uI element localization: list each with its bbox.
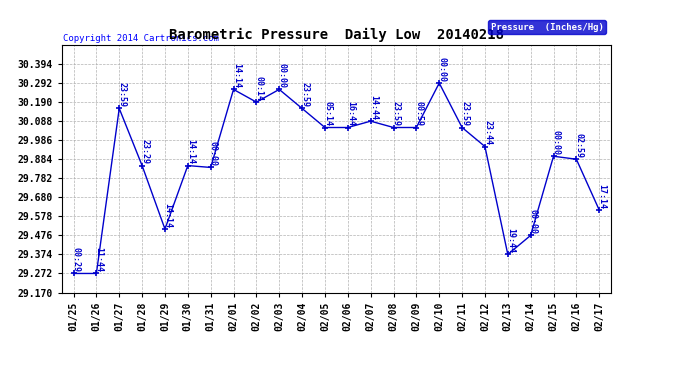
Text: 02:59: 02:59 [575,133,584,158]
Text: 00:00: 00:00 [277,63,286,88]
Text: 23:59: 23:59 [392,101,401,126]
Text: 00:14: 00:14 [255,76,264,101]
Text: 23:44: 23:44 [483,120,492,145]
Text: 23:59: 23:59 [460,101,469,126]
Legend: Pressure  (Inches/Hg): Pressure (Inches/Hg) [488,20,606,34]
Text: 17:14: 17:14 [598,184,607,209]
Text: 00:59: 00:59 [415,101,424,126]
Text: 19:44: 19:44 [506,228,515,253]
Text: 11:44: 11:44 [95,247,103,272]
Text: 14:44: 14:44 [369,95,378,120]
Text: 14:14: 14:14 [186,139,195,164]
Text: 00:00: 00:00 [209,141,218,166]
Text: 16:44: 16:44 [346,101,355,126]
Text: 00:00: 00:00 [529,209,538,234]
Text: 23:59: 23:59 [117,82,126,107]
Text: 00:00: 00:00 [552,130,561,155]
Text: 05:14: 05:14 [323,101,332,126]
Text: 14:14: 14:14 [164,202,172,228]
Title: Barometric Pressure  Daily Low  20140218: Barometric Pressure Daily Low 20140218 [169,28,504,42]
Text: Copyright 2014 Cartronics.com: Copyright 2014 Cartronics.com [63,34,219,43]
Text: 23:29: 23:29 [140,139,149,164]
Text: 00:00: 00:00 [437,57,446,82]
Text: 00:29: 00:29 [72,247,81,272]
Text: 14:14: 14:14 [232,63,241,88]
Text: 23:59: 23:59 [300,82,309,107]
